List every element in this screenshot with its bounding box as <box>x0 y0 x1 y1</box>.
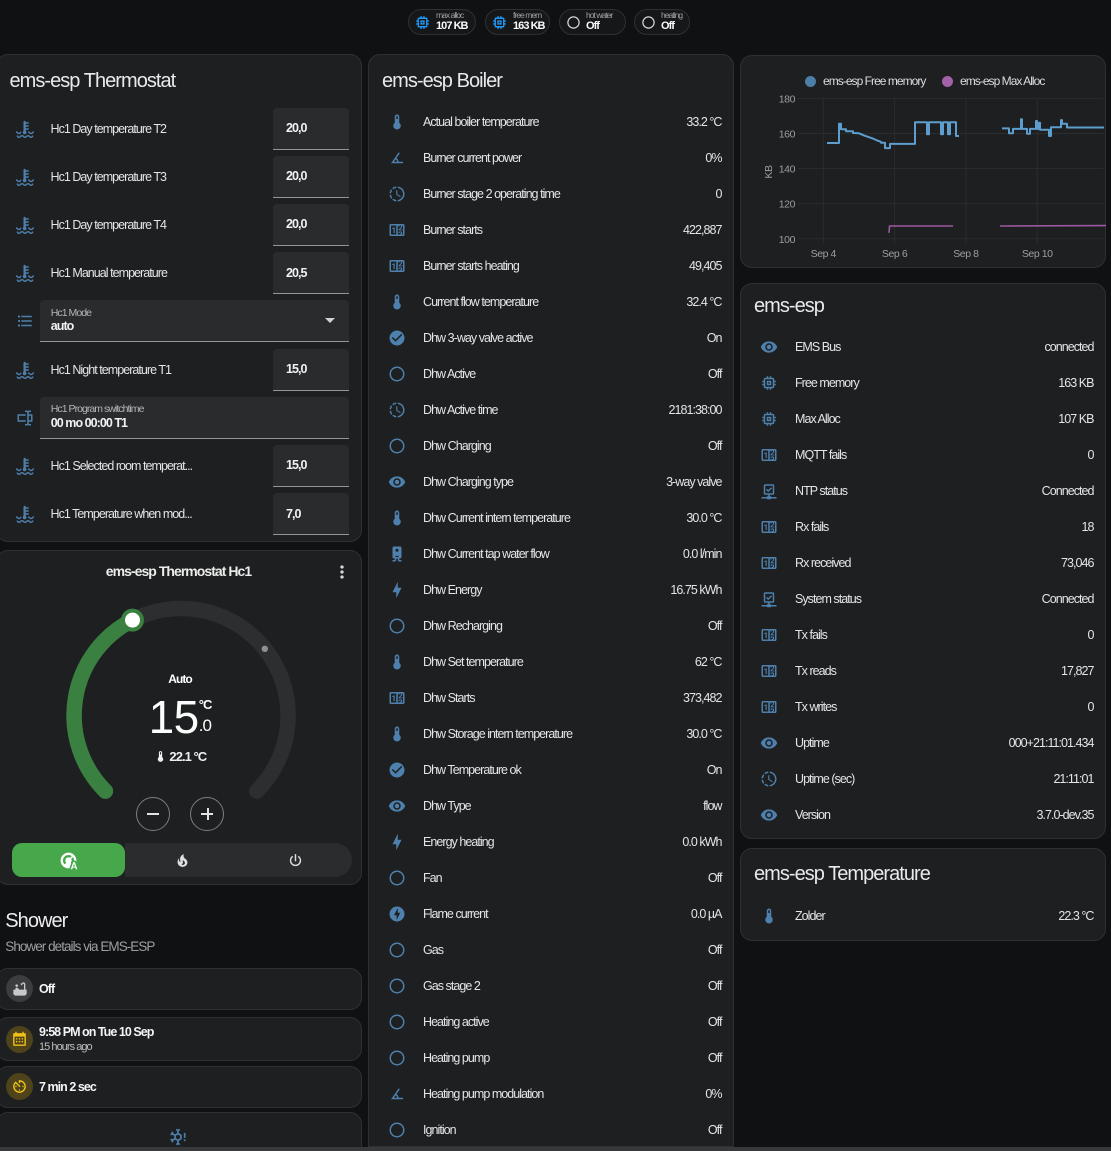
svg-text:100: 100 <box>779 234 796 246</box>
svg-text:120: 120 <box>779 199 796 211</box>
svg-text:140: 140 <box>779 164 796 176</box>
svg-text:Sep 8: Sep 8 <box>953 248 979 260</box>
svg-text:Sep 10: Sep 10 <box>1022 248 1053 260</box>
svg-text:KB: KB <box>763 165 775 179</box>
svg-text:160: 160 <box>779 129 796 141</box>
svg-text:Sep 6: Sep 6 <box>882 248 908 260</box>
svg-text:Sep 4: Sep 4 <box>811 248 837 260</box>
svg-text:180: 180 <box>779 93 796 105</box>
